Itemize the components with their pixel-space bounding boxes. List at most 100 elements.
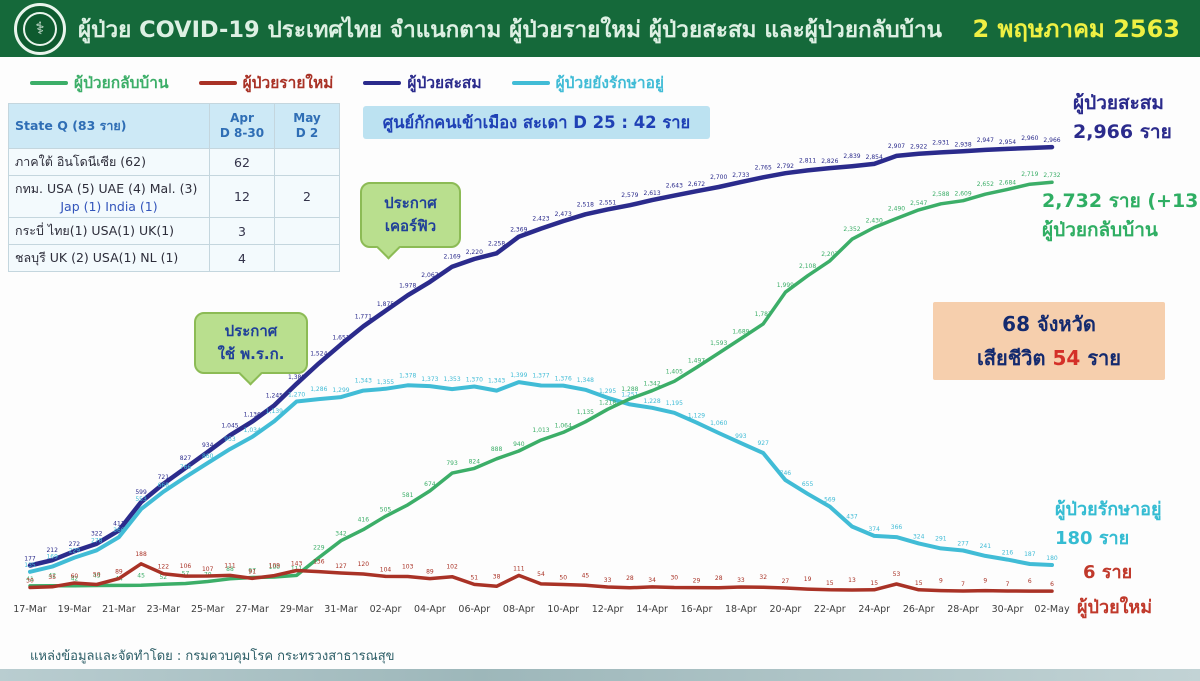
data-label: 2,258: [488, 240, 505, 247]
data-label: 824: [469, 458, 481, 465]
data-label: 291: [935, 535, 947, 542]
data-label: 120: [358, 561, 370, 568]
data-label: 2,518: [577, 201, 594, 208]
data-label: 2,684: [999, 179, 1016, 186]
x-axis-tick-label: 24-Apr: [858, 604, 890, 615]
data-label: 1,228: [644, 398, 661, 405]
callout-emergency-decree: ประกาศ ใช้ พ.ร.ก.: [194, 312, 308, 374]
legend-item-new: ผู้ป่วยรายใหม่: [198, 70, 333, 95]
x-axis-tick-label: 18-Apr: [725, 604, 757, 615]
active-label: ผู้ป่วยรักษาอยู่: [1055, 499, 1162, 520]
data-label: 2,643: [666, 183, 683, 190]
x-axis-tick-label: 06-Apr: [458, 604, 490, 615]
data-label: 2,733: [732, 172, 749, 179]
x-axis-tick-label: 20-Apr: [770, 604, 802, 615]
data-label: 34: [648, 577, 656, 584]
data-label: 277: [957, 541, 969, 548]
data-label: 127: [335, 563, 347, 570]
cumulative-label: ผู้ป่วยสะสม: [1073, 92, 1164, 114]
data-label: 30: [26, 578, 34, 585]
new-cases-label: ผู้ป่วยใหม่: [1077, 597, 1153, 618]
data-label: 437: [846, 514, 858, 521]
data-label: 2,207: [821, 251, 838, 258]
callout-line: เคอร์ฟิว: [384, 217, 437, 235]
data-label: 70: [204, 572, 212, 579]
data-label: 1,524: [310, 350, 327, 357]
data-label: 766: [180, 464, 192, 471]
data-label: 2,719: [1021, 171, 1038, 178]
data-label: 1,376: [555, 376, 572, 383]
data-label: 1,875: [377, 301, 394, 308]
data-label: 721: [158, 474, 170, 481]
data-label: 1,399: [510, 372, 527, 379]
caduceus-icon: ⚕: [23, 11, 57, 46]
data-label: 374: [868, 526, 880, 533]
data-label: 366: [113, 527, 125, 534]
data-label: 411: [113, 520, 125, 527]
legend-swatch-cumulative: [363, 80, 402, 85]
data-label: 2,579: [621, 192, 638, 199]
x-axis-tick-label: 30-Apr: [992, 604, 1024, 615]
data-label: 2,732: [1043, 172, 1060, 179]
data-label: 136: [313, 559, 325, 566]
data-label: 1,045: [221, 422, 238, 429]
row-may: [274, 148, 340, 176]
data-label: 888: [491, 446, 503, 453]
data-label: 111: [224, 562, 236, 569]
table-row: ภาคใต้ อินโดนีเซีย (62) 62: [8, 148, 340, 176]
data-label: 241: [980, 543, 992, 550]
x-axis-tick-label: 12-Apr: [592, 604, 624, 615]
x-axis-tick-label: 16-Apr: [681, 604, 713, 615]
data-label: 553: [135, 496, 147, 503]
data-label: 143: [291, 561, 303, 568]
data-label: 2,826: [821, 158, 838, 165]
data-label: 927: [757, 440, 769, 447]
x-axis-tick-label: 26-Apr: [903, 604, 935, 615]
data-label: 2,108: [799, 263, 816, 270]
data-label: 9: [983, 578, 987, 585]
legend-item-recovered: ผู้ป่วยกลับบ้าน: [30, 70, 169, 95]
x-axis-tick-label: 29-Mar: [280, 604, 314, 615]
data-label: 1,787: [755, 311, 772, 318]
data-label: 2,672: [688, 181, 705, 188]
data-label: 89: [115, 569, 123, 576]
series-line-3: [28, 562, 1054, 593]
data-label: 2,839: [843, 153, 860, 160]
data-label: 366: [891, 524, 903, 531]
new-cases-value: 6 ราย: [1083, 562, 1133, 583]
x-axis-tick-label: 02-Apr: [370, 604, 402, 615]
data-label: 27: [782, 578, 790, 585]
data-label: 1,064: [555, 422, 572, 429]
data-label: 35: [48, 574, 56, 581]
data-label: 1,370: [466, 377, 483, 384]
data-label: 1,593: [710, 340, 727, 347]
data-label: 28: [715, 575, 723, 582]
data-label: 29: [693, 578, 701, 585]
data-label: 581: [402, 492, 414, 499]
data-label: 50: [559, 575, 567, 582]
data-label: 33: [604, 577, 612, 584]
data-label: 43: [93, 573, 101, 580]
data-label: 2,854: [866, 154, 883, 161]
state-q-table: State Q (83 ราย) Apr D 8-30 May D 2 ภาคใ…: [8, 103, 340, 272]
data-label: 953: [224, 436, 236, 443]
legend-label: ผู้ป่วยกลับบ้าน: [74, 74, 169, 92]
legend-item-cumulative: ผู้ป่วยสะสม: [363, 70, 482, 95]
data-label: 2,430: [866, 218, 883, 225]
data-label: 13: [848, 577, 856, 584]
x-axis-tick-label: 27-Mar: [235, 604, 269, 615]
data-label: 1,195: [666, 400, 683, 407]
data-label: 42: [48, 573, 56, 580]
data-label: 505: [380, 506, 392, 513]
data-label: 2,473: [555, 211, 572, 218]
data-label: 45: [137, 572, 145, 579]
legend-swatch-active: [511, 80, 550, 85]
data-label: 187: [1024, 551, 1036, 558]
quarantine-center-note: ศูนย์กักคนเข้าเมือง สะเดา D 25 : 42 ราย: [363, 106, 710, 139]
chart-legend: ผู้ป่วยกลับบ้าน ผู้ป่วยรายใหม่ ผู้ป่วยสะ…: [30, 70, 664, 95]
data-label: 1,013: [532, 427, 549, 434]
data-label: 45: [582, 572, 590, 579]
data-label: 1,342: [644, 381, 661, 388]
row-may: [274, 217, 340, 245]
data-label: 278: [91, 537, 103, 544]
